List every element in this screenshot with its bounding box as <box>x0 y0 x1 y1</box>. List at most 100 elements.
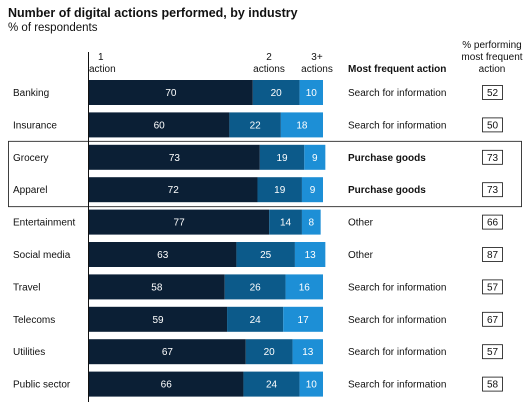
bar-value-label: 60 <box>154 120 166 131</box>
bar-value-label: 26 <box>250 282 262 293</box>
bar-segment-1 <box>89 144 260 170</box>
bar-segment-1 <box>89 371 244 397</box>
chart-subtitle: % of respondents <box>8 22 98 34</box>
pct-box <box>482 279 503 295</box>
bar-value-label: 19 <box>274 185 286 196</box>
pct-box <box>482 344 503 360</box>
bar-value-label: 10 <box>306 88 318 99</box>
bar-value-label: 66 <box>161 380 173 391</box>
series-header-2-line1: 2 <box>266 52 272 63</box>
action-column-header: Most frequent action <box>348 64 446 75</box>
most-frequent-action: Search for information <box>348 315 446 326</box>
pct-box <box>482 376 503 392</box>
bar-value-label: 24 <box>266 380 278 391</box>
most-frequent-action: Search for information <box>348 282 446 293</box>
category-label: Telecoms <box>13 315 55 326</box>
pct-value: 50 <box>487 120 499 131</box>
pct-header-line2: most frequent <box>461 52 522 63</box>
bar-value-label: 14 <box>280 218 292 229</box>
bar-value-label: 59 <box>152 315 164 326</box>
most-frequent-action: Other <box>348 250 374 261</box>
series-header-1-line1: 1 <box>98 52 104 63</box>
bar-segment-3 <box>280 112 323 138</box>
bar-segment-1 <box>89 242 237 267</box>
bar-segment-2 <box>257 177 302 203</box>
bar-segment-1 <box>89 306 228 332</box>
bar-segment-1 <box>89 177 258 203</box>
pct-value: 57 <box>487 347 499 358</box>
bar-segment-2 <box>227 306 284 332</box>
bar-value-label: 63 <box>157 250 169 261</box>
most-frequent-action: Other <box>348 218 374 229</box>
pct-value: 57 <box>487 282 499 293</box>
most-frequent-action: Purchase goods <box>348 185 426 196</box>
bar-segment-3 <box>299 371 323 397</box>
bar-segment-1 <box>89 209 270 235</box>
pct-header-line1: % performing <box>462 40 521 51</box>
bar-segment-1 <box>89 274 225 300</box>
pct-value: 67 <box>487 315 499 326</box>
highlight-box <box>8 140 522 208</box>
pct-box <box>482 182 503 198</box>
bar-segment-3 <box>299 80 323 105</box>
bar-segment-2 <box>252 80 300 105</box>
bar-value-label: 19 <box>276 153 288 164</box>
pct-box <box>482 117 503 133</box>
bar-value-label: 20 <box>264 347 276 358</box>
category-label: Public sector <box>13 380 71 391</box>
bar-segment-3 <box>301 209 321 235</box>
bar-segment-3 <box>301 177 323 203</box>
bar-value-label: 70 <box>165 88 177 99</box>
bar-value-label: 67 <box>162 347 174 358</box>
most-frequent-action: Search for information <box>348 120 446 131</box>
bar-value-label: 8 <box>309 218 315 229</box>
most-frequent-action: Search for information <box>348 380 446 391</box>
bar-segment-3 <box>294 242 326 267</box>
bar-value-label: 13 <box>305 250 317 261</box>
bar-value-label: 10 <box>306 380 318 391</box>
pct-header-line3: action <box>479 64 506 75</box>
bar-value-label: 20 <box>271 88 283 99</box>
category-label: Travel <box>13 282 40 293</box>
bar-segment-3 <box>285 274 323 300</box>
bar-value-label: 17 <box>298 315 310 326</box>
pct-value: 58 <box>487 380 499 391</box>
chart-rows: Banking 70 20 10 Search for information 52 Ins… <box>8 80 522 397</box>
pct-box <box>482 247 503 262</box>
bar-segment-2 <box>224 274 286 300</box>
bar-segment-1 <box>89 339 246 365</box>
bar-segment-1 <box>89 112 230 138</box>
bar-value-label: 9 <box>310 185 316 196</box>
bar-value-label: 77 <box>174 218 186 229</box>
bar-segment-2 <box>259 144 305 170</box>
bar-value-label: 73 <box>169 153 181 164</box>
bar-value-label: 13 <box>302 347 314 358</box>
pct-value: 73 <box>487 185 499 196</box>
bar-value-label: 24 <box>250 315 262 326</box>
pct-value: 66 <box>487 218 499 229</box>
category-label: Utilities <box>13 347 45 358</box>
category-label: Entertainment <box>13 218 75 229</box>
series-header-2-line2: actions <box>253 64 285 75</box>
pct-box <box>482 311 503 327</box>
most-frequent-action: Purchase goods <box>348 153 426 164</box>
bar-segment-1 <box>89 80 253 105</box>
bar-value-label: 58 <box>151 282 163 293</box>
most-frequent-action: Search for information <box>348 88 446 99</box>
category-label: Social media <box>13 250 71 261</box>
category-label: Apparel <box>13 185 47 196</box>
bar-segment-2 <box>245 339 293 365</box>
pct-value: 52 <box>487 88 499 99</box>
bar-value-label: 16 <box>299 282 311 293</box>
pct-value: 87 <box>487 250 499 261</box>
bar-segment-3 <box>283 306 323 332</box>
bar-value-label: 18 <box>296 120 308 131</box>
chart-title: Number of digital actions performed, by … <box>8 6 298 20</box>
series-header-3-line1: 3+ <box>311 52 323 63</box>
bar-segment-2 <box>269 209 302 235</box>
bar-segment-3 <box>304 144 326 170</box>
bar-value-label: 9 <box>312 153 318 164</box>
pct-box <box>482 149 503 165</box>
category-label: Insurance <box>13 120 57 131</box>
